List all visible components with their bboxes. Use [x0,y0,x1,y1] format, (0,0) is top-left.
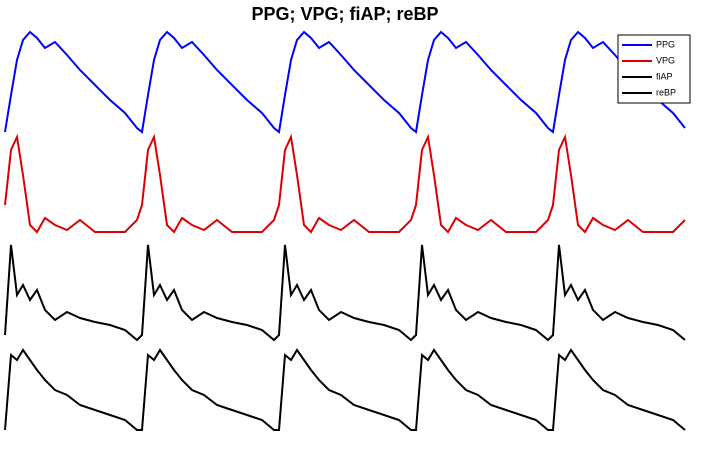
series-line [4,30,686,134]
legend-label: reBP [656,87,676,97]
legend-label: VPG [656,55,675,65]
series-line [4,244,686,342]
legend-box [617,34,691,104]
series-line [4,133,686,234]
series-line [4,348,686,431]
chart-title: PPG; VPG; fiAP; reBP [251,4,438,24]
legend: PPG VPG fiAP reBP [617,34,691,104]
legend-label: fiAP [656,71,673,81]
legend-label: PPG [656,39,675,49]
